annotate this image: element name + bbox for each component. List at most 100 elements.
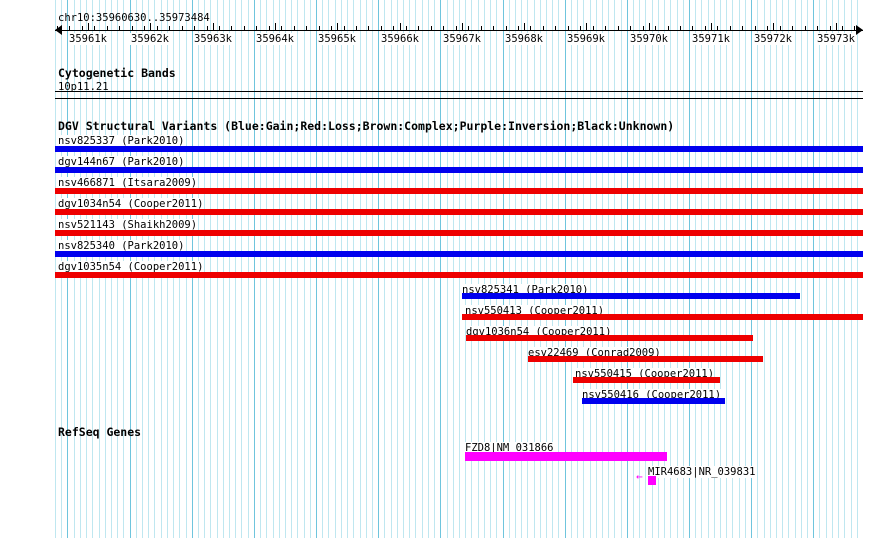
dgv-feature-bar[interactable] [55, 272, 863, 278]
dgv-feature-bar[interactable] [462, 314, 863, 320]
dgv-feature-label: nsv825337 (Park2010) [58, 135, 185, 147]
dgv-feature-bar[interactable] [573, 377, 720, 383]
ruler-tick-minor [580, 26, 581, 31]
ruler-tick-minor [231, 26, 232, 31]
ruler-tick-minor [730, 26, 731, 31]
ruler-tick-minor [94, 26, 95, 31]
dgv-feature-bar[interactable] [55, 167, 863, 173]
dgv-feature-bar[interactable] [55, 146, 863, 152]
dgv-feature-label: dgv1035n54 (Cooper2011) [58, 261, 204, 273]
ruler-tick-minor [605, 26, 606, 31]
ruler-tick-minor [269, 26, 270, 31]
ruler-tick-minor [107, 26, 108, 31]
gene-strand-left-arrow-icon: ← [636, 470, 643, 483]
dgv-feature-bar[interactable] [55, 251, 863, 257]
refseq-gene-bar[interactable] [465, 452, 667, 461]
ruler-tick-major [462, 23, 463, 31]
dgv-feature-label: nsv825340 (Park2010) [58, 240, 185, 252]
dgv-feature-bar[interactable] [55, 230, 863, 236]
dgv-feature-label: dgv144n67 (Park2010) [58, 156, 185, 168]
ruler-tick-label: 35963k [193, 33, 233, 45]
ruler-tick-minor [842, 26, 843, 31]
dgv-feature-label: nsv521143 (Shaikh2009) [58, 219, 198, 231]
ruler-tick-label: 35970k [629, 33, 669, 45]
ruler-tick-minor [680, 26, 681, 31]
ruler-tick-minor [456, 26, 457, 31]
ruler-tick-major [213, 23, 214, 31]
ruler-tick-minor [555, 26, 556, 31]
dgv-feature-bar[interactable] [528, 356, 763, 362]
ruler-tick-minor [381, 26, 382, 31]
ruler-tick-minor [755, 26, 756, 31]
dgv-feature-bar[interactable] [582, 398, 725, 404]
ruler-tick-minor [368, 26, 369, 31]
ruler-tick-minor [742, 26, 743, 31]
ruler-tick-minor [119, 26, 120, 31]
dgv-feature-bar[interactable] [55, 188, 863, 194]
ruler-tick-minor [705, 26, 706, 31]
ruler-tick-minor [344, 26, 345, 31]
ruler-tick-minor [493, 26, 494, 31]
ruler-tick-minor [854, 26, 855, 31]
dgv-track-title: DGV Structural Variants (Blue:Gain;Red:L… [58, 119, 675, 133]
ruler-tick-label: 35964k [255, 33, 295, 45]
refseq-gene-bar[interactable] [648, 476, 656, 485]
locus-label: chr10:35960630..35973484 [58, 12, 210, 24]
ruler-tick-major [649, 23, 650, 31]
cytoband-label: 10p11.21 [58, 81, 109, 93]
ruler-tick-minor [518, 26, 519, 31]
ruler-tick-major [275, 23, 276, 31]
ruler-tick-major [88, 23, 89, 31]
cytogenetic-bands-title: Cytogenetic Bands [58, 66, 176, 80]
ruler-tick-minor [530, 26, 531, 31]
ruler-tick-minor [568, 26, 569, 31]
ruler-tick-label: 35965k [317, 33, 357, 45]
ruler-tick-minor [331, 26, 332, 31]
ruler-tick-minor [144, 26, 145, 31]
ruler-tick-minor [817, 26, 818, 31]
ruler-tick-label: 35967k [442, 33, 482, 45]
ruler-tick-minor [356, 26, 357, 31]
refseq-gene-label: FZD8|NM_031866 [465, 442, 554, 454]
ruler-tick-minor [207, 26, 208, 31]
ruler-tick-minor [182, 26, 183, 31]
ruler-tick-minor [668, 26, 669, 31]
ruler-tick-minor [506, 26, 507, 31]
ruler-tick-minor [57, 26, 58, 31]
ruler-tick-minor [281, 26, 282, 31]
dgv-feature-bar[interactable] [55, 209, 863, 215]
ruler-tick-major [400, 23, 401, 31]
cytoband-rule-top [55, 91, 863, 92]
ruler-tick-minor [468, 26, 469, 31]
ruler-tick-minor [543, 26, 544, 31]
ruler-tick-minor [157, 26, 158, 31]
ruler-tick-label: 35961k [68, 33, 108, 45]
ruler-tick-major [150, 23, 151, 31]
ruler-tick-minor [82, 26, 83, 31]
ruler-tick-minor [481, 26, 482, 31]
ruler-tick-minor [418, 26, 419, 31]
ruler-tick-minor [767, 26, 768, 31]
ruler-right-arrow-icon [856, 25, 863, 35]
dgv-feature-bar[interactable] [462, 293, 800, 299]
ruler-tick-minor [132, 26, 133, 31]
ruler-tick-minor [630, 26, 631, 31]
ruler-tick-minor [643, 26, 644, 31]
dgv-feature-label: nsv466871 (Itsara2009) [58, 177, 198, 189]
ruler-tick-minor [406, 26, 407, 31]
ruler-tick-minor [692, 26, 693, 31]
ruler-tick-minor [219, 26, 220, 31]
ruler-tick-minor [393, 26, 394, 31]
ruler-tick-minor [169, 26, 170, 31]
dgv-feature-bar[interactable] [466, 335, 753, 341]
ruler-tick-label: 35971k [691, 33, 731, 45]
ruler-tick-minor [443, 26, 444, 31]
ruler-tick-label: 35962k [130, 33, 170, 45]
ruler-tick-minor [618, 26, 619, 31]
ruler-tick-minor [830, 26, 831, 31]
